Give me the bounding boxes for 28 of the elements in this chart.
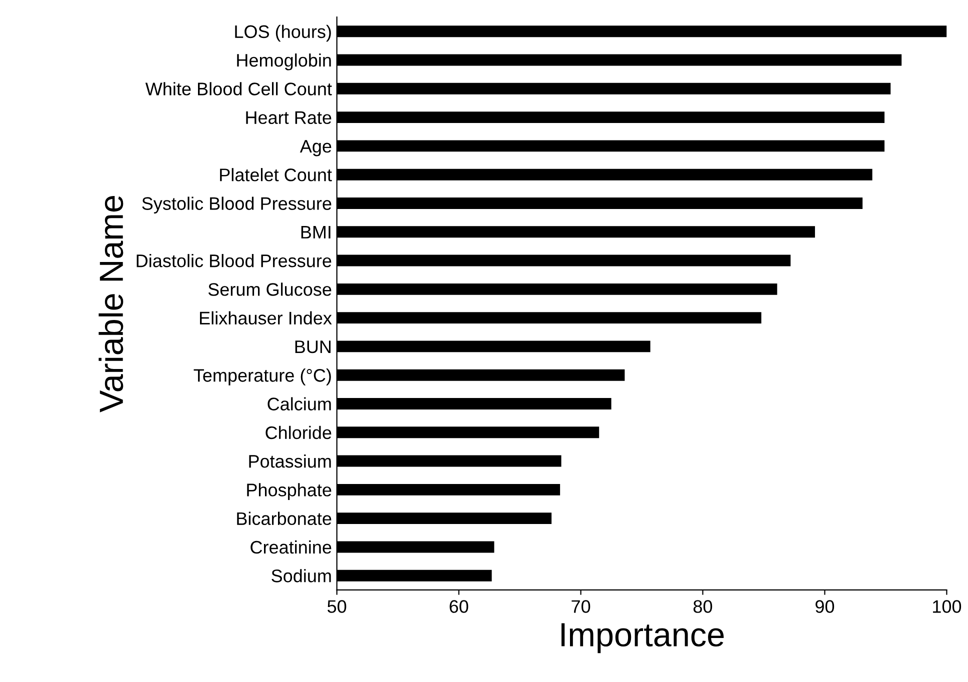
- y-tick-label: Bicarbonate: [237, 512, 332, 526]
- x-tick-label: 100: [933, 600, 962, 613]
- y-tick-label: Heart Rate: [246, 111, 332, 124]
- y-tick-label: Hemoglobin: [237, 53, 331, 70]
- y-tick-label: Creatinine: [250, 540, 332, 554]
- y-tick-label: Temperature (°C): [194, 368, 331, 386]
- y-axis-title: Variable Name: [98, 196, 124, 412]
- x-tick-label: 80: [694, 600, 712, 613]
- y-tick-label: Age: [300, 140, 332, 156]
- y-tick-label: White Blood Cell Count: [145, 82, 332, 96]
- y-tick-label: BMI: [301, 226, 330, 238]
- y-tick-label: Chloride: [266, 426, 332, 440]
- y-tick-label: Serum Glucose: [208, 282, 332, 296]
- y-tick-label: LOS (hours): [235, 24, 331, 42]
- x-tick-label: 60: [450, 600, 468, 613]
- y-tick-label: Potassium: [249, 454, 331, 468]
- x-tick-label: 70: [572, 600, 590, 613]
- x-tick-label: 50: [328, 600, 346, 613]
- y-tick-label: Systolic Blood Pressure: [142, 196, 332, 214]
- y-tick-label: Diastolic Blood Pressure: [136, 254, 332, 268]
- y-tick-label: Sodium: [272, 569, 331, 582]
- y-tick-label: BUN: [295, 340, 331, 354]
- x-axis-title: Importance: [561, 623, 724, 654]
- y-tick-label: Phosphate: [247, 483, 332, 500]
- x-tick-label: 90: [816, 600, 834, 613]
- y-tick-label: Elixhauser Index: [200, 311, 332, 325]
- y-tick-label: Platelet Count: [220, 168, 332, 182]
- y-tick-label: Calcium: [268, 397, 331, 410]
